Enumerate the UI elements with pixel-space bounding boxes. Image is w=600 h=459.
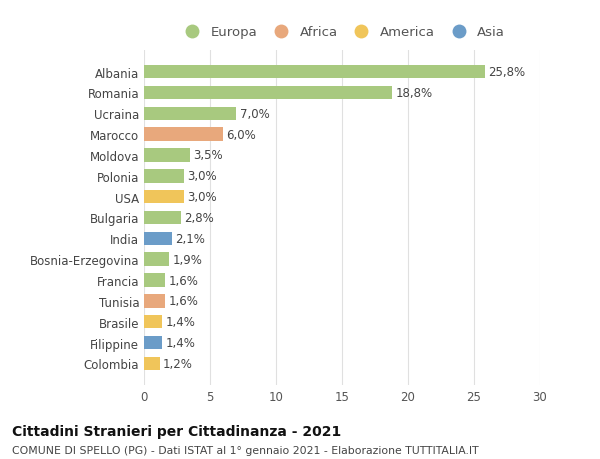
Text: 18,8%: 18,8% [395, 87, 433, 100]
Text: 7,0%: 7,0% [240, 107, 269, 121]
Text: Cittadini Stranieri per Cittadinanza - 2021: Cittadini Stranieri per Cittadinanza - 2… [12, 425, 341, 438]
Bar [144, 170, 184, 183]
Bar [144, 107, 236, 121]
Text: 3,0%: 3,0% [187, 191, 217, 204]
Text: 1,4%: 1,4% [166, 315, 196, 329]
Text: 25,8%: 25,8% [488, 66, 525, 79]
Legend: Europa, Africa, America, Asia: Europa, Africa, America, Asia [176, 23, 508, 42]
Bar [144, 294, 165, 308]
Text: 1,6%: 1,6% [169, 274, 198, 287]
Text: COMUNE DI SPELLO (PG) - Dati ISTAT al 1° gennaio 2021 - Elaborazione TUTTITALIA.: COMUNE DI SPELLO (PG) - Dati ISTAT al 1°… [12, 445, 479, 455]
Bar [144, 274, 165, 287]
Bar [144, 253, 169, 266]
Bar [144, 232, 172, 246]
Text: 1,2%: 1,2% [163, 357, 193, 370]
Bar [144, 211, 181, 225]
Text: 6,0%: 6,0% [227, 129, 256, 141]
Text: 1,6%: 1,6% [169, 295, 198, 308]
Text: 2,1%: 2,1% [175, 232, 205, 245]
Bar [144, 315, 163, 329]
Bar [144, 190, 184, 204]
Text: 3,5%: 3,5% [193, 149, 223, 162]
Bar [144, 149, 190, 162]
Bar [144, 128, 223, 142]
Text: 2,8%: 2,8% [184, 212, 214, 224]
Text: 1,4%: 1,4% [166, 336, 196, 349]
Bar [144, 336, 163, 350]
Bar [144, 86, 392, 100]
Text: 3,0%: 3,0% [187, 170, 217, 183]
Bar [144, 66, 485, 79]
Bar [144, 357, 160, 370]
Text: 1,9%: 1,9% [172, 253, 202, 266]
